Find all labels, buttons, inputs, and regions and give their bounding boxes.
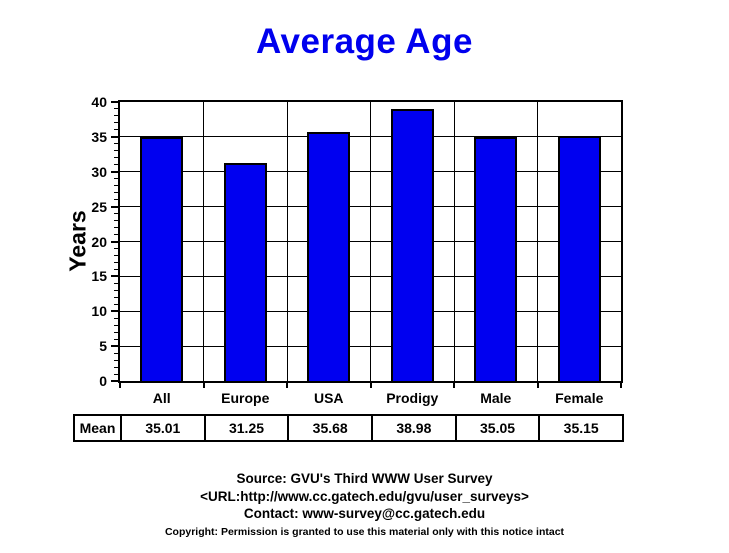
x-tick bbox=[202, 383, 205, 388]
y-tick-minor bbox=[114, 296, 118, 298]
mean-value-female: 35.15 bbox=[538, 416, 622, 440]
y-tick-label: 40 bbox=[91, 94, 107, 110]
y-tick-major bbox=[111, 310, 118, 313]
copyright-line: Copyright: Permission is granted to use … bbox=[164, 525, 565, 538]
x-category-label: Female bbox=[555, 390, 604, 406]
y-tick-minor bbox=[114, 213, 118, 215]
mean-value-usa: 35.68 bbox=[287, 416, 371, 440]
gridline-vertical bbox=[453, 102, 455, 381]
y-tick-minor bbox=[114, 185, 118, 187]
source-line: Source: GVU's Third WWW User Survey bbox=[236, 471, 493, 486]
y-tick-minor bbox=[114, 247, 118, 249]
x-tick bbox=[369, 383, 372, 388]
bar-usa bbox=[307, 132, 351, 381]
y-tick-minor bbox=[114, 282, 118, 284]
y-tick-minor bbox=[114, 373, 118, 375]
x-category-label: Male bbox=[480, 390, 512, 406]
bar-all bbox=[140, 136, 184, 381]
x-category-label: Europe bbox=[221, 390, 270, 406]
y-tick-major bbox=[111, 135, 118, 138]
x-category-label: Prodigy bbox=[386, 390, 439, 406]
bar-male bbox=[474, 136, 518, 381]
contact-line: Contact: www-survey@cc.gatech.edu bbox=[243, 506, 486, 521]
bar-female bbox=[557, 135, 601, 381]
y-tick-minor bbox=[114, 129, 118, 131]
mean-table: Mean 35.01 31.25 35.68 38.98 35.05 35.15 bbox=[73, 414, 624, 442]
y-tick-minor bbox=[114, 220, 118, 222]
footer: Source: GVU's Third WWW User Survey <URL… bbox=[0, 470, 729, 539]
y-tick-minor bbox=[114, 289, 118, 291]
y-tick-minor bbox=[114, 254, 118, 256]
gridline-vertical bbox=[370, 102, 371, 381]
y-tick-minor bbox=[114, 143, 118, 145]
y-tick-label: 15 bbox=[91, 268, 107, 285]
y-tick-label: 20 bbox=[91, 233, 107, 250]
y-tick-minor bbox=[114, 338, 118, 340]
y-tick-minor bbox=[114, 164, 118, 166]
mean-value-male: 35.05 bbox=[454, 416, 539, 440]
x-tick bbox=[286, 383, 288, 388]
y-tick-major bbox=[111, 205, 118, 208]
gridline-vertical bbox=[286, 102, 288, 381]
y-tick-minor bbox=[114, 234, 118, 236]
mean-row-label: Mean bbox=[79, 420, 116, 436]
y-tick-major bbox=[111, 380, 118, 382]
x-tick bbox=[453, 383, 455, 388]
y-tick-minor bbox=[114, 303, 118, 305]
y-tick-major bbox=[111, 240, 118, 243]
x-tick bbox=[620, 383, 622, 388]
bar-europe bbox=[223, 163, 267, 381]
y-tick-minor bbox=[114, 359, 118, 361]
y-tick-minor bbox=[114, 227, 118, 229]
bar-prodigy bbox=[390, 109, 434, 381]
mean-value-prodigy: 38.98 bbox=[371, 416, 455, 440]
y-tick-minor bbox=[114, 115, 118, 117]
y-tick-minor bbox=[114, 192, 118, 194]
y-tick-label: 25 bbox=[91, 198, 107, 215]
y-tick-major bbox=[111, 275, 118, 278]
y-tick-minor bbox=[114, 268, 118, 270]
gridline-vertical bbox=[203, 102, 204, 381]
y-tick-minor bbox=[114, 352, 118, 354]
x-category-label: All bbox=[152, 390, 171, 406]
y-tick-minor bbox=[114, 157, 118, 159]
y-tick-minor bbox=[114, 178, 118, 180]
mean-value-europe: 31.25 bbox=[203, 416, 288, 440]
y-tick-minor bbox=[114, 108, 118, 110]
y-tick-minor bbox=[114, 150, 118, 152]
plot-area bbox=[118, 100, 623, 383]
chart-title: Average Age bbox=[256, 22, 473, 61]
gridline-vertical bbox=[537, 102, 538, 381]
y-tick-label: 10 bbox=[91, 303, 107, 320]
y-tick-minor bbox=[114, 317, 118, 319]
url-line: <URL:http://www.cc.gatech.edu/gvu/user_s… bbox=[200, 488, 529, 504]
x-tick bbox=[119, 383, 121, 388]
y-tick-label: 35 bbox=[91, 128, 107, 145]
y-tick-minor bbox=[114, 331, 118, 333]
y-tick-label: 5 bbox=[99, 338, 107, 355]
y-tick-minor bbox=[114, 199, 118, 201]
y-tick-minor bbox=[114, 261, 118, 263]
x-category-label: USA bbox=[313, 390, 344, 406]
y-tick-label: 0 bbox=[99, 373, 107, 389]
y-tick-label: 30 bbox=[91, 163, 107, 180]
mean-value-all: 35.01 bbox=[120, 416, 204, 440]
y-tick-major bbox=[111, 170, 118, 173]
y-tick-minor bbox=[114, 366, 118, 368]
x-tick bbox=[536, 383, 539, 388]
y-tick-major bbox=[111, 101, 118, 103]
y-tick-major bbox=[111, 345, 118, 348]
y-tick-minor bbox=[114, 122, 118, 124]
y-tick-minor bbox=[114, 324, 118, 326]
